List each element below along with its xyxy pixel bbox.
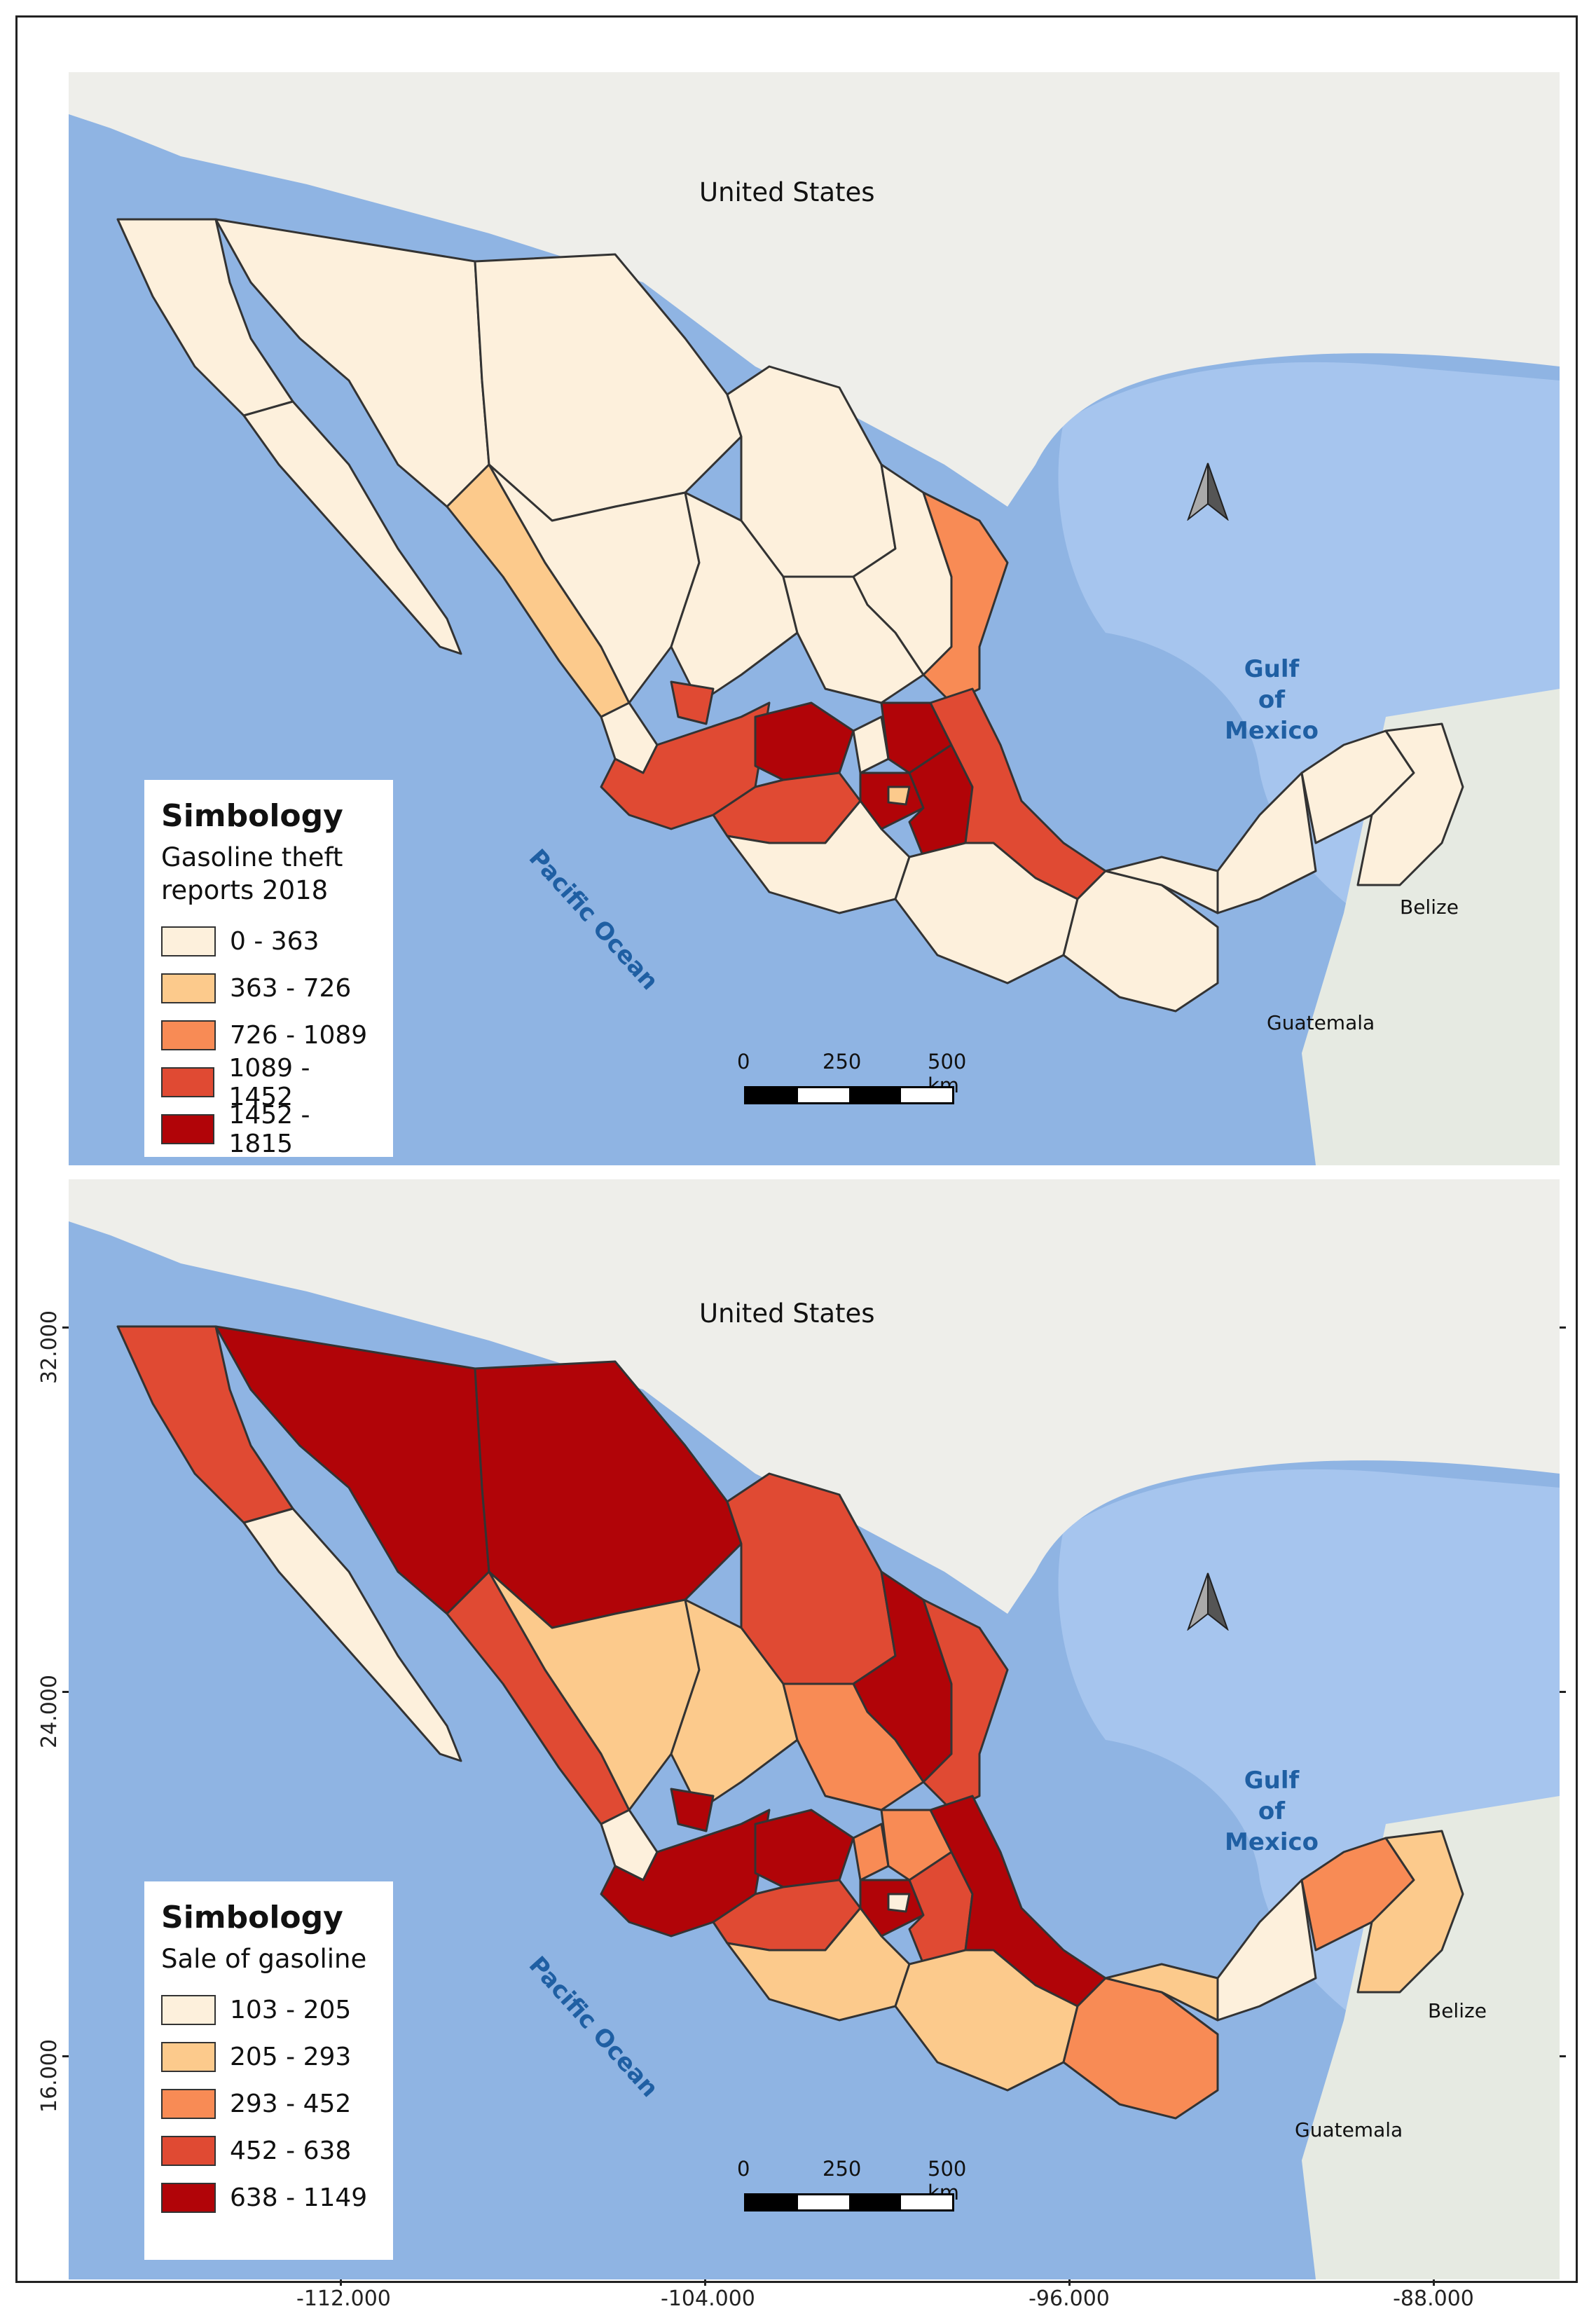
scale-tick-250: 250 (823, 2157, 862, 2181)
label-belize: Belize (1428, 1999, 1487, 2022)
state-quintana-roo (1356, 1830, 1464, 1994)
legend-subtitle: Sale of gasoline (161, 1944, 367, 1974)
legend-gasoline-theft: Simbology Gasoline theft reports 2018 0 … (144, 780, 393, 1158)
label-united-states: United States (699, 177, 875, 207)
legend-swatch (161, 926, 216, 956)
state-baja-california-sur (242, 1507, 462, 1762)
label-gulf-of-mexico: Gulf of Mexico (1225, 654, 1319, 746)
state-guerrero (726, 800, 911, 914)
scale-tick-0: 0 (737, 1050, 750, 1074)
map-canvas-top (69, 72, 1560, 1165)
label-guatemala: Guatemala (1295, 2118, 1403, 2141)
map-frame: United States Gulf of Mexico Pacific Oce… (15, 15, 1578, 2311)
gulf-line-2: of (1258, 686, 1286, 714)
y-tick-mark (62, 2055, 69, 2057)
legend-swatch (161, 1067, 215, 1097)
legend-item-label: 1089 - 1452 (228, 1053, 310, 1111)
legend-item-label: 1452 - 1815 (228, 1100, 310, 1158)
state-quintana-roo (1356, 722, 1464, 886)
legend-item: 726 - 1089 (161, 1012, 379, 1059)
legend-subtitle: Gasoline theft reports 2018 (161, 842, 343, 905)
state-cdmx (887, 786, 911, 806)
state-zacatecas (670, 1598, 799, 1811)
gulf-line-2: of (1258, 1797, 1286, 1825)
state-campeche (1216, 772, 1317, 914)
legend-swatch (161, 1995, 216, 2025)
x-tick-mark (1433, 2279, 1435, 2286)
y-tick-mark (1560, 2055, 1566, 2057)
legend-item: 452 - 638 (161, 2127, 379, 2174)
legend-swatch (161, 2089, 216, 2119)
x-tick-mark (1068, 2279, 1071, 2286)
legend-item: 638 - 1149 (161, 2174, 379, 2221)
state-aguascalientes (670, 1788, 715, 1832)
legend-swatch (161, 973, 216, 1003)
legend-item-label: 452 - 638 (230, 2137, 352, 2165)
label-united-states: United States (699, 1298, 875, 1329)
state-aguascalientes (670, 680, 715, 725)
scale-tick-250: 250 (823, 1050, 862, 1074)
legend-title: Simbology (161, 798, 343, 834)
legend-item-label: 293 - 452 (230, 2090, 352, 2118)
gulf-line-1: Gulf (1244, 1767, 1300, 1795)
legend-title: Simbology (161, 1900, 343, 1935)
state-san-luis-potosi (782, 575, 925, 704)
legend-item: 293 - 452 (161, 2080, 379, 2127)
legend-item-label: 363 - 726 (230, 974, 352, 1003)
state-san-luis-potosi (782, 1682, 925, 1811)
label-guatemala: Guatemala (1267, 1011, 1375, 1034)
scale-bar-graphic (744, 1086, 954, 1104)
state-guerrero (726, 1907, 911, 2022)
y-tick-label: 32.000 (37, 1310, 62, 1384)
state-zacatecas (670, 491, 799, 704)
north-arrow-icon (1187, 462, 1229, 521)
legend-item: 363 - 726 (161, 965, 379, 1012)
gulf-line-1: Gulf (1244, 655, 1300, 683)
legend-sale-of-gasoline: Simbology Sale of gasoline 103 - 205 205… (144, 1881, 393, 2260)
map-panel-gasoline-theft: United States Gulf of Mexico Pacific Oce… (69, 72, 1560, 1165)
legend-item-label: 205 - 293 (230, 2043, 352, 2071)
scale-bar-graphic (744, 2193, 954, 2211)
y-tick-label: 16.000 (37, 2039, 62, 2113)
y-tick-mark (62, 1691, 69, 1693)
scale-bar: 0 250 500 km (737, 2157, 968, 2220)
y-tick-mark (62, 1326, 69, 1329)
legend-item: 0 - 363 (161, 918, 379, 965)
state-baja-california-sur (242, 400, 462, 655)
legend-swatch (161, 2042, 216, 2072)
legend-item-label: 0 - 363 (230, 927, 319, 956)
state-cdmx (887, 1893, 911, 1913)
legend-swatch (161, 1114, 215, 1144)
gulf-line-3: Mexico (1225, 717, 1319, 745)
gulf-line-3: Mexico (1225, 1828, 1319, 1856)
scale-bar: 0 250 500 km (737, 1050, 968, 1113)
y-tick-label: 24.000 (37, 1675, 62, 1748)
legend-item: 1452 - 1815 (161, 1101, 379, 1158)
state-campeche (1216, 1879, 1317, 2022)
legend-swatch (161, 2183, 216, 2213)
legend-item-label: 103 - 205 (230, 1996, 352, 2024)
label-gulf-of-mexico: Gulf of Mexico (1225, 1765, 1319, 1858)
north-arrow-icon (1187, 1572, 1229, 1631)
x-tick-mark (340, 2279, 342, 2286)
legend-swatch (161, 1020, 216, 1050)
legend-item: 205 - 293 (161, 2034, 379, 2080)
y-tick-mark (1560, 1691, 1566, 1693)
legend-item: 103 - 205 (161, 1987, 379, 2034)
scale-tick-0: 0 (737, 2157, 750, 2181)
legend-item: 1089 - 1452 (161, 1054, 379, 1111)
legend-item-label: 726 - 1089 (230, 1021, 368, 1050)
y-tick-mark (1560, 1326, 1566, 1329)
map-panel-sale-of-gasoline: United States Gulf of Mexico Pacific Oce… (69, 1179, 1560, 2279)
legend-item-label: 638 - 1149 (230, 2183, 368, 2212)
label-belize: Belize (1400, 896, 1459, 919)
legend-swatch (161, 2136, 216, 2166)
x-tick-mark (704, 2279, 706, 2286)
